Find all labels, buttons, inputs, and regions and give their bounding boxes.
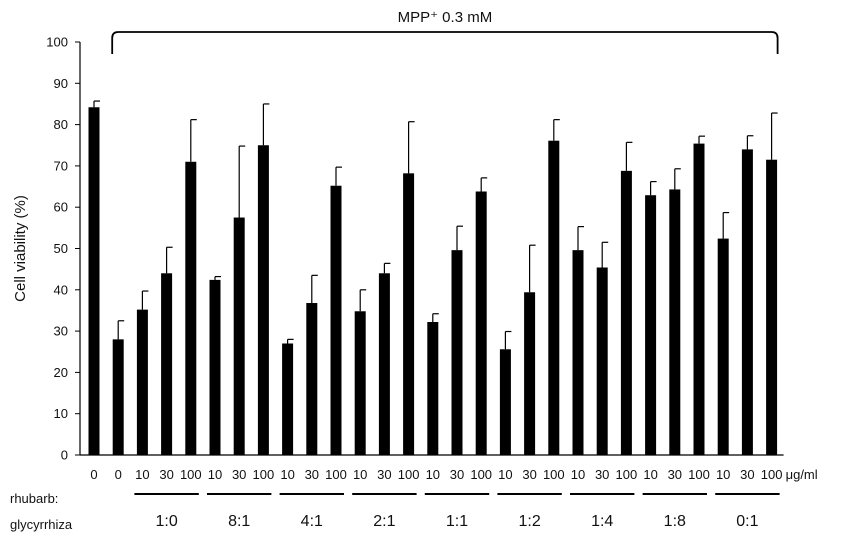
bar — [282, 343, 294, 455]
group-ratio-label: 1:0 — [155, 513, 177, 530]
bar — [427, 322, 439, 455]
group-ratio-label: 8:1 — [228, 513, 250, 530]
x-tick-label: 100 — [761, 467, 783, 482]
x-tick-label: 10 — [643, 467, 657, 482]
x-tick-label: 0 — [115, 467, 122, 482]
bar — [645, 195, 657, 455]
group-ratio-label: 2:1 — [373, 513, 395, 530]
x-tick-label: 30 — [305, 467, 319, 482]
x-tick-label: 10 — [135, 467, 149, 482]
x-tick-label: 30 — [159, 467, 173, 482]
x-tick-label: 10 — [280, 467, 294, 482]
group-ratio-label: 0:1 — [736, 513, 758, 530]
x-tick-label: 100 — [543, 467, 565, 482]
x-tick-label: 100 — [253, 467, 275, 482]
group-ratio-label: 1:2 — [518, 513, 540, 530]
x-tick-label: 30 — [595, 467, 609, 482]
bar — [185, 161, 197, 455]
y-tick-label: 50 — [54, 241, 68, 256]
bar — [524, 292, 536, 455]
bar — [572, 250, 584, 455]
y-tick-label: 10 — [54, 406, 68, 421]
x-tick-label: 30 — [232, 467, 246, 482]
x-tick-label: 100 — [325, 467, 347, 482]
x-tick-label: 30 — [522, 467, 536, 482]
mpp-bracket — [111, 31, 779, 54]
bar — [161, 273, 173, 455]
chart-title: MPP⁺ 0.3 mM — [398, 9, 493, 26]
bar — [306, 303, 318, 455]
y-tick-label: 60 — [54, 200, 68, 215]
bar — [233, 217, 245, 455]
bar — [451, 250, 463, 455]
bar — [378, 273, 390, 455]
group-label-line-1: rhubarb: — [10, 491, 58, 506]
bar — [596, 267, 608, 455]
y-tick-label: 40 — [54, 282, 68, 297]
x-unit-label: μg/ml — [786, 467, 818, 482]
y-tick-label: 20 — [54, 365, 68, 380]
bar — [717, 238, 729, 455]
bar — [209, 279, 221, 455]
x-tick-label: 0 — [90, 467, 97, 482]
x-tick-label: 100 — [180, 467, 202, 482]
bar — [330, 185, 342, 455]
bar — [620, 170, 632, 455]
x-tick-label: 100 — [470, 467, 492, 482]
y-tick-label: 90 — [54, 76, 68, 91]
y-axis-label: Cell viability (%) — [12, 195, 29, 302]
x-tick-label: 30 — [668, 467, 682, 482]
bar — [475, 191, 487, 456]
x-tick-label: 10 — [426, 467, 440, 482]
x-tick-label: 100 — [398, 467, 420, 482]
bar — [741, 149, 753, 455]
bar — [257, 145, 269, 455]
x-tick-label: 100 — [688, 467, 710, 482]
group-label-line-2: glycyrrhiza — [10, 517, 73, 532]
bar — [693, 143, 705, 455]
group-ratio-label: 1:1 — [446, 513, 468, 530]
bar — [112, 339, 124, 455]
y-tick-label: 30 — [54, 324, 68, 339]
y-tick-label: 0 — [61, 448, 68, 463]
x-tick-label: 10 — [208, 467, 222, 482]
bar — [548, 140, 560, 455]
bar — [88, 107, 100, 455]
x-tick-label: 10 — [571, 467, 585, 482]
y-tick-label: 80 — [54, 117, 68, 132]
bar — [499, 349, 511, 455]
bar — [669, 189, 681, 456]
y-tick-label: 70 — [54, 158, 68, 173]
y-tick-label: 100 — [46, 35, 68, 50]
group-ratio-label: 1:8 — [664, 513, 686, 530]
group-ratio-label: 4:1 — [301, 513, 323, 530]
x-tick-label: 10 — [353, 467, 367, 482]
x-tick-label: 30 — [450, 467, 464, 482]
x-tick-label: 10 — [716, 467, 730, 482]
bar — [354, 311, 366, 455]
bar — [136, 309, 148, 455]
x-tick-label: 30 — [377, 467, 391, 482]
x-tick-label: 30 — [740, 467, 754, 482]
x-tick-label: 100 — [616, 467, 638, 482]
x-tick-label: 10 — [498, 467, 512, 482]
group-ratio-label: 1:4 — [591, 513, 613, 530]
bar — [766, 159, 778, 455]
bar — [403, 173, 415, 456]
